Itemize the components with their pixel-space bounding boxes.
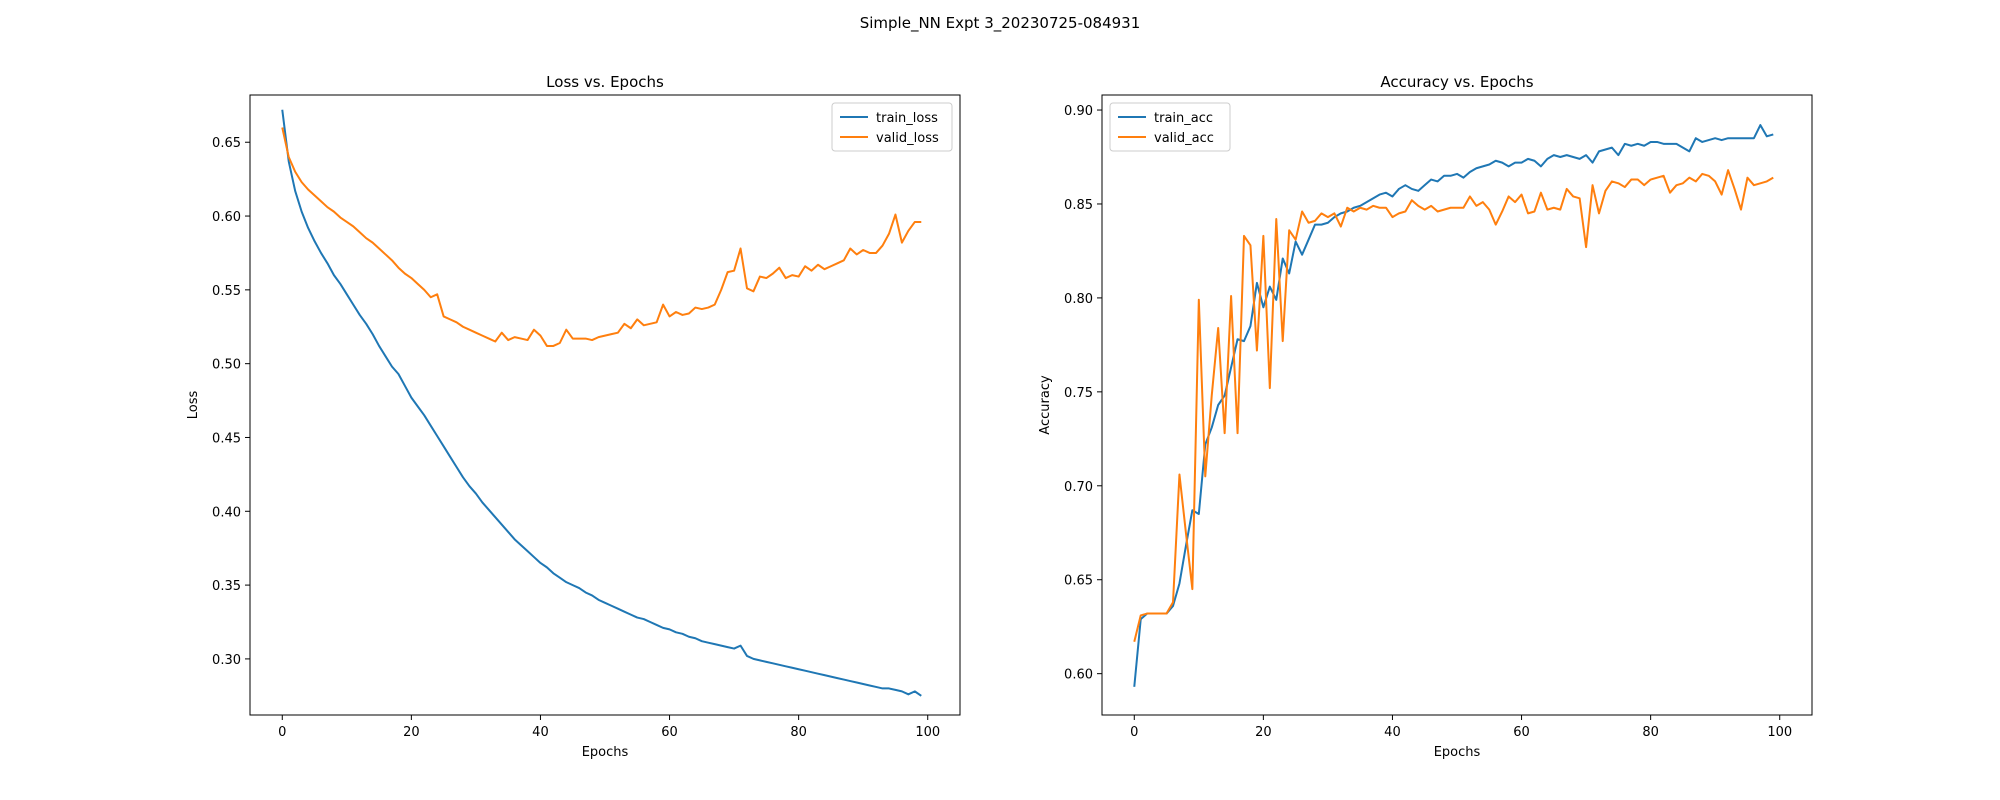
loss-ytick-label: 0.50 — [212, 358, 241, 373]
figure-suptitle: Simple_NN Expt 3_20230725-084931 — [860, 14, 1141, 33]
loss-legend: train_loss valid_loss — [831, 102, 953, 152]
accuracy-xtick-label: 80 — [1642, 725, 1659, 740]
accuracy-xtick-label: 100 — [1767, 725, 1792, 740]
loss-ytick-label: 0.65 — [212, 136, 241, 151]
accuracy-xtick-label: 60 — [1513, 725, 1530, 740]
loss-xaxis-label: Epochs — [582, 745, 629, 760]
loss-series-train_loss — [281, 109, 922, 697]
accuracy-ytick-label: 0.90 — [1064, 104, 1093, 119]
loss-xtick-label: 20 — [403, 725, 420, 740]
loss-ytick-label: 0.40 — [212, 505, 241, 520]
loss-legend-label-valid_loss: valid_loss — [876, 131, 939, 146]
accuracy-legend-label-valid_acc: valid_acc — [1154, 131, 1214, 146]
accuracy-xaxis-label: Epochs — [1434, 745, 1481, 760]
loss-series-valid_loss — [281, 127, 922, 347]
loss-xtick-label: 0 — [278, 725, 286, 740]
accuracy-ytick-label: 0.75 — [1064, 386, 1093, 401]
loss-plot-frame — [249, 94, 961, 716]
accuracy-legend-label-train_acc: train_acc — [1154, 111, 1213, 126]
loss-chart-title: Loss vs. Epochs — [546, 73, 664, 91]
accuracy-xtick-label: 40 — [1384, 725, 1401, 740]
loss-chart: Loss vs. Epochs 0 20 40 60 80 100 0.30 0.35 0.40 0… — [186, 73, 961, 760]
accuracy-chart-title: Accuracy vs. Epochs — [1380, 73, 1533, 91]
accuracy-ytick-label: 0.85 — [1064, 198, 1093, 213]
loss-ytick-label: 0.55 — [212, 284, 241, 299]
loss-ytick-label: 0.60 — [212, 210, 241, 225]
accuracy-plot-frame — [1101, 94, 1813, 716]
accuracy-ytick-label: 0.70 — [1064, 480, 1093, 495]
loss-xtick-label: 100 — [915, 725, 940, 740]
loss-xtick-label: 60 — [661, 725, 678, 740]
accuracy-ytick-label: 0.65 — [1064, 574, 1093, 589]
loss-ytick-label: 0.30 — [212, 653, 241, 668]
accuracy-series-valid_acc — [1133, 169, 1774, 642]
loss-yaxis-label: Loss — [186, 391, 201, 420]
accuracy-series-train_acc — [1133, 124, 1774, 687]
accuracy-yaxis-label: Accuracy — [1038, 375, 1053, 435]
accuracy-xtick-label: 20 — [1255, 725, 1272, 740]
accuracy-ytick-label: 0.60 — [1064, 668, 1093, 683]
accuracy-xtick-label: 0 — [1130, 725, 1138, 740]
loss-legend-label-train_loss: train_loss — [876, 111, 938, 126]
accuracy-chart: Accuracy vs. Epochs 0 20 40 60 80 100 0.60 0.65 0… — [1038, 73, 1813, 760]
loss-xtick-label: 40 — [532, 725, 549, 740]
loss-xtick-label: 80 — [790, 725, 807, 740]
loss-ytick-label: 0.35 — [212, 579, 241, 594]
accuracy-ytick-label: 0.80 — [1064, 292, 1093, 307]
loss-ytick-label: 0.45 — [212, 431, 241, 446]
accuracy-legend-box — [1109, 102, 1231, 152]
accuracy-legend: train_acc valid_acc — [1109, 102, 1231, 152]
loss-legend-box — [831, 102, 953, 152]
